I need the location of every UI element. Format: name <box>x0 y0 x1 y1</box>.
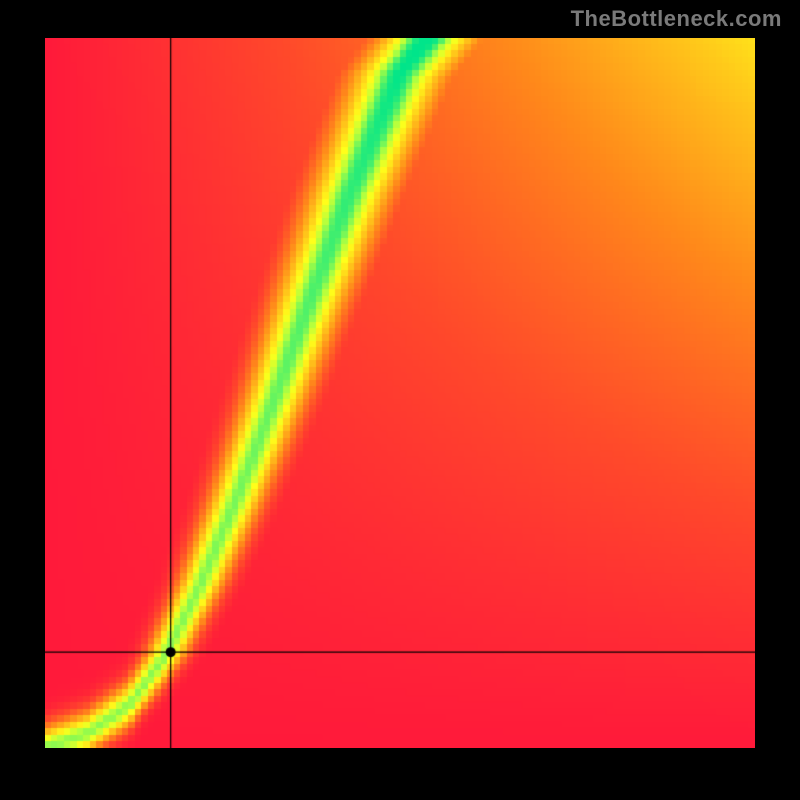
attribution-label: TheBottleneck.com <box>571 6 782 32</box>
heatmap-plot-area <box>45 38 755 748</box>
heatmap-canvas <box>45 38 755 748</box>
